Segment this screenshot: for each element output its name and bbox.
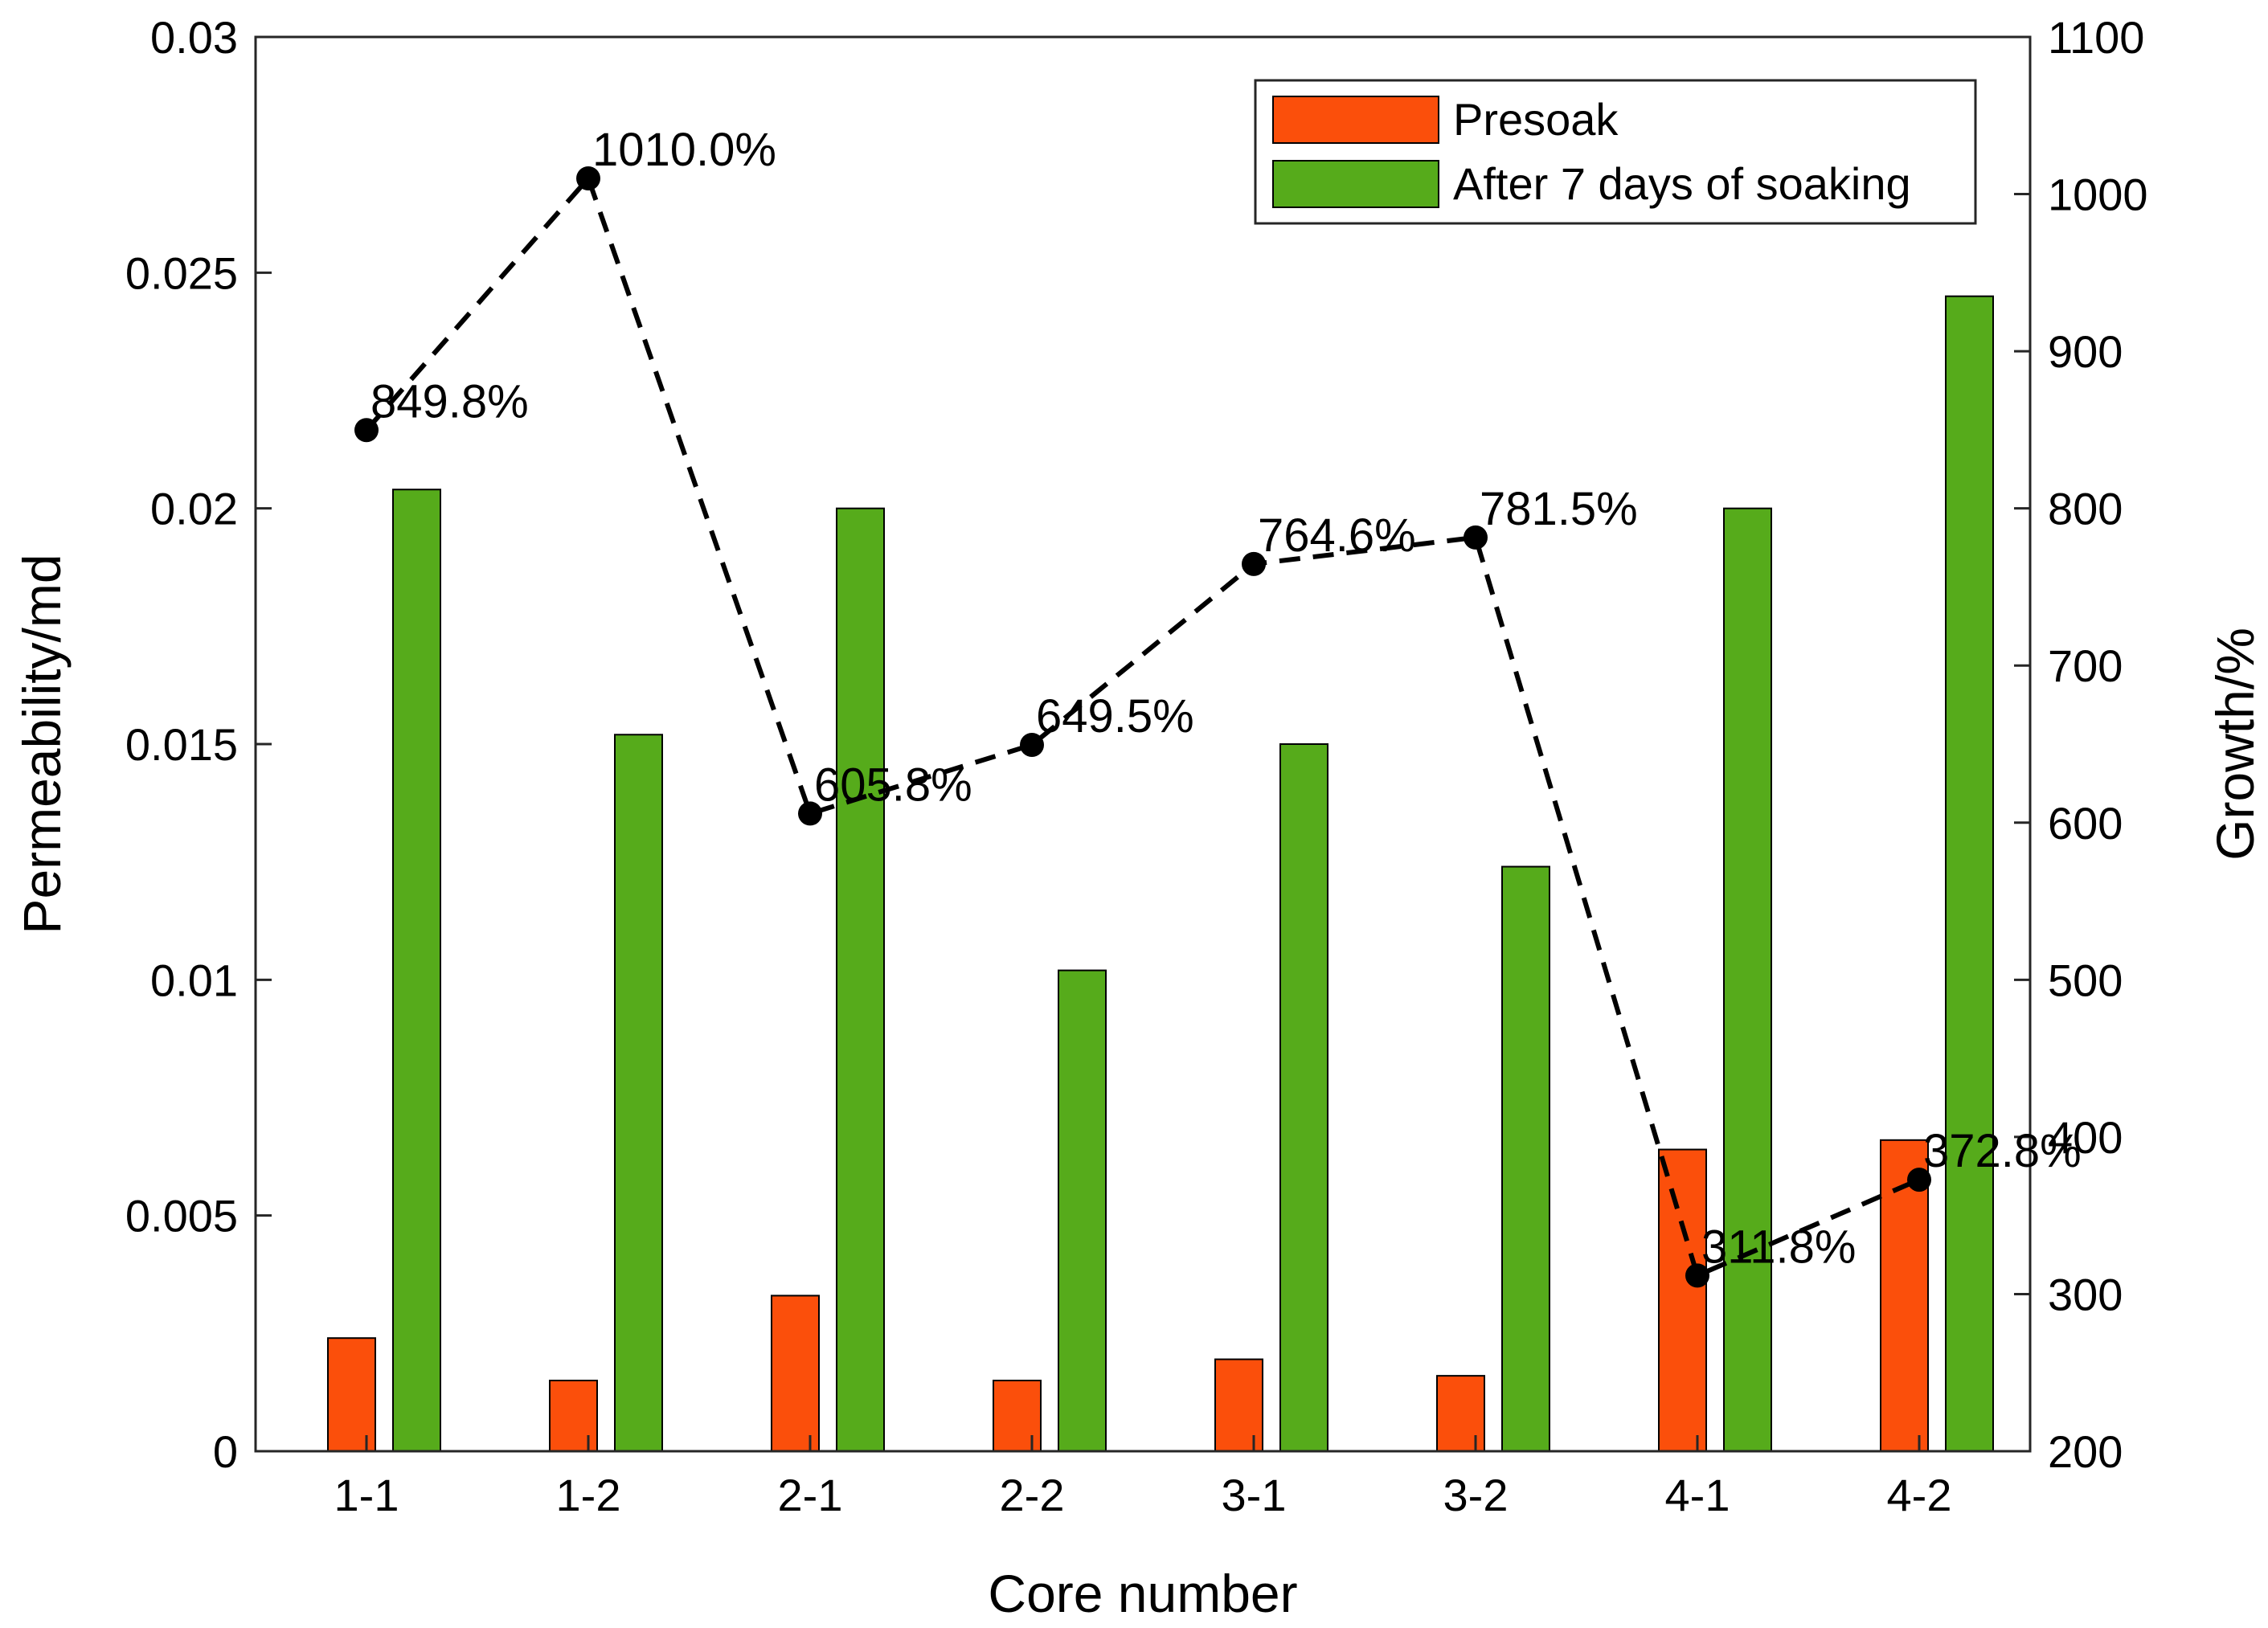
growth-label-1-1: 849.8% <box>370 375 529 427</box>
y-tick-label: 0.01 <box>150 955 238 1005</box>
bar-presoak-1-2 <box>550 1381 597 1451</box>
x-axis-title: Core number <box>988 1564 1297 1623</box>
legend: Presoak After 7 days of soaking <box>1255 80 1975 223</box>
growth-label-2-2: 649.5% <box>1036 690 1194 742</box>
y2-tick-label: 600 <box>2048 798 2123 849</box>
legend-label-after-soaking: After 7 days of soaking <box>1453 158 1911 209</box>
y-tick-label: 0 <box>213 1426 238 1477</box>
x-tick-label-4-2: 4-2 <box>1887 1470 1952 1520</box>
bar-presoak-1-1 <box>328 1338 375 1451</box>
y-tick-label: 0.025 <box>125 247 238 298</box>
x-tick-label-1-2: 1-2 <box>556 1470 621 1520</box>
bar-after-soaking-3-2 <box>1502 867 1550 1451</box>
legend-swatch-presoak <box>1273 96 1439 143</box>
x-tick-label-3-2: 3-2 <box>1443 1470 1509 1520</box>
bar-after-soaking-4-2 <box>1946 297 1993 1451</box>
y2-tick-label: 900 <box>2048 326 2123 377</box>
bar-presoak-2-1 <box>772 1295 819 1451</box>
y2-tick-label: 300 <box>2048 1269 2123 1319</box>
bar-after-soaking-2-1 <box>837 509 884 1451</box>
legend-swatch-after-soaking <box>1273 161 1439 207</box>
bar-after-soaking-2-2 <box>1058 971 1106 1451</box>
y2-tick-label: 200 <box>2048 1426 2123 1477</box>
growth-label-3-1: 764.6% <box>1258 509 1416 562</box>
growth-label-1-2: 1010.0% <box>592 124 776 176</box>
x-tick-label-2-1: 2-1 <box>778 1470 843 1520</box>
y2-tick-label: 1000 <box>2048 170 2148 220</box>
bar-after-soaking-4-1 <box>1724 509 1771 1451</box>
y-tick-label: 0.03 <box>150 12 238 63</box>
x-tick-label-3-1: 3-1 <box>1222 1470 1287 1520</box>
growth-label-2-1: 605.8% <box>814 759 972 811</box>
bar-after-soaking-3-1 <box>1280 744 1328 1451</box>
x-tick-label-2-2: 2-2 <box>1000 1470 1065 1520</box>
bar-after-soaking-1-2 <box>615 734 662 1451</box>
bar-after-soaking-1-1 <box>393 489 440 1451</box>
bar-presoak-3-1 <box>1215 1360 1263 1451</box>
permeability-growth-chart: 1-1 1-2 2-1 2-2 3-1 3-2 4-1 4-2 0 0.005 0.01 0.015 0… <box>0 0 2268 1628</box>
y-tick-label: 0.005 <box>125 1191 238 1241</box>
bar-presoak-3-2 <box>1437 1376 1484 1451</box>
y2-tick-label: 500 <box>2048 955 2123 1005</box>
x-tick-label-1-1: 1-1 <box>334 1470 399 1520</box>
bar-presoak-2-2 <box>993 1381 1041 1451</box>
y-tick-label: 0.02 <box>150 484 238 534</box>
y-tick-label: 0.015 <box>125 719 238 770</box>
bar-presoak-4-1 <box>1659 1150 1706 1451</box>
y2-axis-title: Growth/% <box>2205 628 2265 861</box>
x-tick-label-4-1: 4-1 <box>1665 1470 1730 1520</box>
legend-label-presoak: Presoak <box>1453 94 1619 145</box>
growth-label-4-1: 311.8% <box>1701 1221 1856 1273</box>
y2-tick-label: 1100 <box>2048 12 2144 63</box>
y2-tick-label: 700 <box>2048 640 2123 691</box>
y2-tick-label: 800 <box>2048 484 2123 534</box>
growth-label-3-2: 781.5% <box>1480 483 1638 535</box>
y-axis-title: Permeability/md <box>12 554 72 934</box>
growth-label-4-2: 372.8% <box>1923 1125 2082 1177</box>
